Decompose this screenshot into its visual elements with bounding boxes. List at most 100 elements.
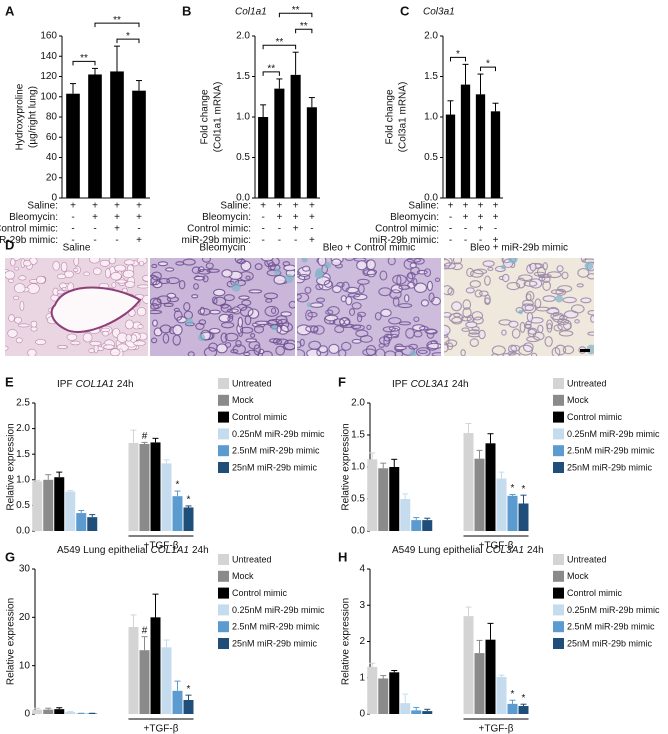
alveolus xyxy=(175,261,185,266)
alveolus xyxy=(470,269,484,278)
condition-value: + xyxy=(293,201,299,212)
y-tick-label: 0.5 xyxy=(16,500,30,511)
alveolus xyxy=(338,349,347,356)
y-tick-label: 140 xyxy=(40,51,57,62)
alveolus xyxy=(125,333,132,342)
condition-value: + xyxy=(309,212,315,223)
alveolus xyxy=(14,283,26,294)
error-bar xyxy=(163,459,170,464)
alveolus xyxy=(173,310,183,321)
airway xyxy=(50,286,142,333)
alveolus xyxy=(133,340,146,347)
alveolus xyxy=(197,308,211,316)
legend-label: 0.25nM miR-29b mimic xyxy=(567,605,660,615)
legend-swatch xyxy=(218,554,229,565)
alveolus xyxy=(157,261,169,267)
histology-image xyxy=(150,258,295,356)
image-label: Bleo + miR-29b mimic xyxy=(470,243,568,254)
alveolus xyxy=(162,333,170,344)
condition-label: Control mimic: xyxy=(0,224,58,235)
alveolus xyxy=(187,351,195,356)
error-bar xyxy=(185,694,192,700)
condition-label: miR-29b mimic: xyxy=(182,235,251,246)
alveolus xyxy=(17,323,30,328)
alveolus xyxy=(70,340,81,346)
alveolus xyxy=(19,300,25,311)
condition-value: + xyxy=(260,201,266,212)
group-label: +TGF-β xyxy=(479,724,514,734)
histology-image xyxy=(297,258,441,356)
condition-label: miR-29b mimic: xyxy=(370,235,439,246)
error-bar xyxy=(391,458,398,467)
error-bar xyxy=(185,505,192,508)
alveolus xyxy=(491,345,506,356)
alveolus xyxy=(240,260,252,272)
legend-swatch xyxy=(553,445,564,457)
condition-value: - xyxy=(137,224,140,235)
alveolus xyxy=(351,338,362,344)
legend-label: 25nM miR-29b mimic xyxy=(232,462,318,472)
legend-swatch xyxy=(218,570,229,582)
bar xyxy=(110,71,124,198)
bar xyxy=(306,107,317,198)
alveolus xyxy=(14,316,22,324)
error-bar xyxy=(424,517,431,521)
condition-value: - xyxy=(93,224,96,235)
alveolus xyxy=(558,330,574,337)
alveolus xyxy=(334,325,345,334)
alveolus xyxy=(237,316,244,328)
significance-marker: * xyxy=(522,693,526,704)
bar xyxy=(76,513,87,531)
alveolus xyxy=(462,299,472,310)
alveolus xyxy=(366,269,376,278)
alveolus xyxy=(398,284,411,290)
y-tick-label: 2.0 xyxy=(236,31,250,42)
tissue xyxy=(297,258,441,356)
significance-label: ** xyxy=(113,15,121,26)
y-axis-label: (Col1a1 mRNA) xyxy=(213,82,224,153)
alveolus xyxy=(444,258,453,267)
condition-value: + xyxy=(70,201,76,212)
error-bar xyxy=(141,636,148,651)
legend-label: 0.25nM miR-29b mimic xyxy=(232,429,325,439)
error-bar xyxy=(92,67,98,75)
title-text: IPF xyxy=(392,379,408,390)
error-bar xyxy=(114,45,120,72)
alveolus xyxy=(523,280,538,287)
significance-bracket xyxy=(480,66,496,72)
condition-label: miR-29b mimic: xyxy=(0,235,58,246)
alveolus xyxy=(431,352,441,356)
significance-marker: * xyxy=(187,684,191,695)
y-axis-label: Relative expression xyxy=(6,598,17,685)
alveolus xyxy=(394,345,407,351)
y-tick-label: 1.5 xyxy=(236,71,250,82)
bar xyxy=(150,442,161,531)
error-bar xyxy=(136,80,142,91)
condition-value: - xyxy=(479,235,482,246)
alveolus xyxy=(280,322,294,333)
legend-swatch xyxy=(218,621,229,633)
alveolus xyxy=(576,283,584,288)
y-tick-label: 0.0 xyxy=(351,526,365,537)
condition-value: + xyxy=(92,212,98,223)
bar xyxy=(496,478,507,531)
bar xyxy=(422,520,433,531)
condition-value: + xyxy=(92,201,98,212)
legend-label: Control mimic xyxy=(232,412,288,422)
alveolus xyxy=(501,329,507,336)
y-tick-label: 40 xyxy=(46,152,58,163)
alveolus xyxy=(220,304,232,313)
condition-label: Saline: xyxy=(220,201,251,212)
alveolus xyxy=(378,287,392,297)
alveolus xyxy=(345,295,353,306)
alveolus xyxy=(261,258,274,262)
alveolus xyxy=(348,308,356,316)
legend-swatch xyxy=(553,638,564,649)
alveolus xyxy=(151,271,162,281)
alveolus xyxy=(474,289,483,298)
alveolus xyxy=(203,347,218,356)
alveolus xyxy=(580,258,587,263)
bar xyxy=(43,709,54,714)
bar xyxy=(88,74,102,198)
